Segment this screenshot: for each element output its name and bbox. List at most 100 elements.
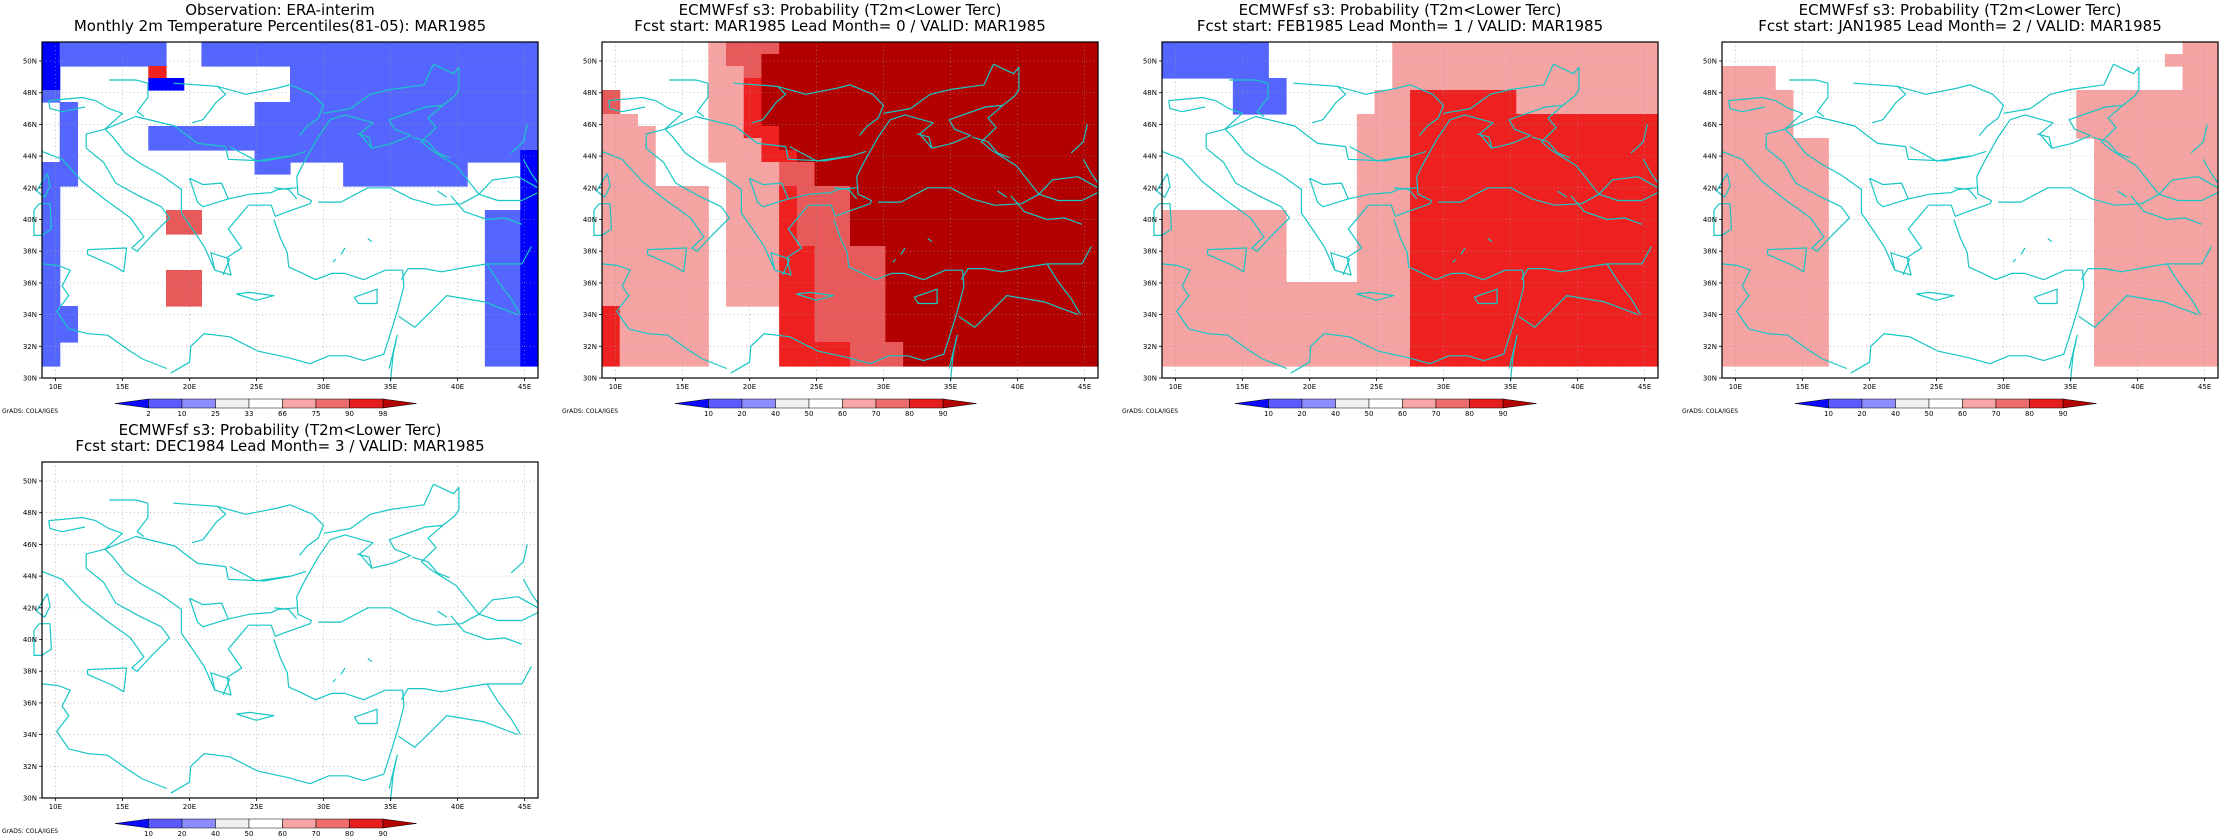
coastline bbox=[1871, 85, 1907, 124]
grid-cell bbox=[832, 138, 851, 151]
grid-cell bbox=[467, 138, 486, 151]
grid-cell bbox=[2111, 114, 2131, 127]
grid-cell bbox=[1551, 222, 1571, 235]
grid-cell bbox=[1445, 102, 1464, 115]
grid-cell bbox=[2094, 174, 2113, 187]
grid-cell bbox=[378, 174, 397, 187]
grid-cell bbox=[1356, 306, 1376, 319]
grid-cell bbox=[814, 162, 833, 175]
grid-cell bbox=[885, 258, 904, 271]
grid-cell bbox=[1162, 270, 1181, 283]
grid-cell bbox=[396, 174, 415, 187]
grid-cell bbox=[938, 306, 957, 319]
colorbar-label: 50 bbox=[1925, 410, 1934, 418]
grid-cell bbox=[2129, 174, 2148, 187]
grid-cell bbox=[467, 90, 486, 103]
grid-cell bbox=[832, 114, 851, 127]
grid-cell bbox=[2129, 246, 2148, 259]
grid-cell bbox=[484, 282, 504, 295]
grid-cell bbox=[1640, 198, 1659, 211]
grid-cell bbox=[1027, 330, 1046, 343]
grid-cell bbox=[1551, 186, 1571, 199]
grid-cell bbox=[1410, 126, 1429, 139]
grid-cell bbox=[920, 258, 940, 271]
grid-cell bbox=[690, 246, 709, 259]
grid-cell bbox=[1250, 354, 1269, 367]
grid-cell bbox=[2164, 342, 2184, 355]
grid-cell bbox=[991, 78, 1011, 91]
grid-cell bbox=[484, 54, 504, 67]
grid-cell bbox=[378, 54, 397, 67]
grid-cell bbox=[743, 66, 763, 79]
grid-cell bbox=[2182, 318, 2201, 331]
grid-cell bbox=[672, 270, 692, 283]
grid-cell bbox=[1374, 282, 1393, 295]
grid-cell bbox=[219, 138, 238, 151]
map-frame bbox=[41, 461, 539, 799]
grid-cell bbox=[1215, 330, 1234, 343]
grid-cell bbox=[1179, 222, 1199, 235]
coastline bbox=[191, 505, 227, 544]
grid-cell bbox=[166, 78, 185, 91]
grid-cell bbox=[1427, 330, 1447, 343]
grid-cell bbox=[42, 270, 61, 283]
coastline bbox=[696, 83, 709, 117]
grid-cell bbox=[1463, 90, 1482, 103]
grid-cell bbox=[2200, 114, 2219, 127]
grid-cell bbox=[1551, 114, 1571, 127]
grid-cell bbox=[1516, 306, 1535, 319]
grid-cell bbox=[974, 42, 993, 55]
grid-cell bbox=[867, 150, 887, 163]
grid-cell bbox=[814, 210, 833, 223]
grid-cell bbox=[938, 174, 957, 187]
grid-cell bbox=[903, 222, 922, 235]
panel-forecast-lead-0: ECMWFsf s3: Probability (T2m<Lower Terc)… bbox=[560, 0, 1120, 420]
grid-cell bbox=[449, 42, 468, 55]
grid-cell bbox=[2111, 162, 2131, 175]
grid-cell bbox=[956, 330, 975, 343]
grid-cell bbox=[1463, 162, 1482, 175]
colorbar-label: 70 bbox=[312, 830, 321, 838]
grid-cell bbox=[690, 258, 709, 271]
grid-cell bbox=[343, 114, 362, 127]
grid-cell bbox=[1534, 54, 1553, 67]
coastline bbox=[1642, 159, 1659, 184]
grid-cell bbox=[956, 114, 975, 127]
lat-tick-label: 50N bbox=[1703, 58, 1717, 66]
lon-tick-label: 45E bbox=[2198, 383, 2211, 391]
grid-cell bbox=[956, 126, 975, 139]
grid-cell bbox=[743, 162, 763, 175]
grid-cell bbox=[2164, 306, 2184, 319]
grid-cell bbox=[938, 342, 957, 355]
grid-cell bbox=[1027, 78, 1046, 91]
lat-tick-label: 42N bbox=[23, 184, 37, 192]
colorbar-segment bbox=[148, 818, 183, 829]
grid-cell bbox=[1232, 54, 1252, 67]
grid-cell bbox=[956, 258, 975, 271]
grid-cell bbox=[414, 54, 433, 67]
grid-cell bbox=[761, 78, 780, 91]
grid-cell bbox=[1792, 258, 1812, 271]
grid-cell bbox=[1009, 138, 1028, 151]
coastline bbox=[733, 82, 874, 95]
grid-cell bbox=[520, 318, 539, 331]
coastline bbox=[1850, 219, 2085, 374]
grid-cell bbox=[449, 90, 468, 103]
lon-tick-label: 25E bbox=[810, 383, 823, 391]
grid-cell bbox=[655, 354, 674, 367]
grid-cell bbox=[484, 42, 504, 55]
grid-cell bbox=[974, 282, 993, 295]
grid-cell bbox=[1480, 162, 1500, 175]
map-frame bbox=[41, 41, 539, 379]
grid-cell bbox=[1534, 186, 1553, 199]
grid-cell bbox=[1009, 114, 1028, 127]
grid-cell bbox=[1498, 270, 1517, 283]
coastline bbox=[35, 593, 51, 618]
grid-cell bbox=[1622, 282, 1641, 295]
grid-cell bbox=[2200, 198, 2219, 211]
grid-cell bbox=[690, 198, 709, 211]
grid-cell bbox=[1622, 42, 1641, 55]
grid-cell bbox=[1480, 90, 1500, 103]
grid-cell bbox=[885, 54, 904, 67]
